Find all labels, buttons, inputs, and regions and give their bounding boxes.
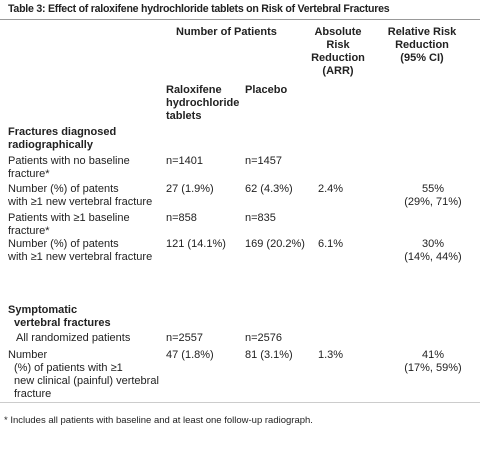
cell: 30% (14%, 44%) — [393, 238, 473, 264]
raloxifene-header: Raloxifene hydrochloride tablets — [166, 84, 239, 123]
cell: 41% (17%, 59%) — [393, 349, 473, 375]
section-title: Symptomatic vertebral fractures — [8, 304, 111, 330]
label-line: Number (%) of patents — [8, 183, 119, 195]
row-label: Number (%) of patents with ≥1 new verteb… — [8, 238, 152, 264]
label-line: Number — [8, 349, 48, 361]
cell: 6.1% — [318, 238, 344, 250]
cell-line: 30% — [421, 238, 445, 250]
row-label: Patients with ≥1 baseline fracture* — [8, 212, 130, 238]
rrr-header: Relative Risk Reduction (95% CI) — [380, 26, 464, 65]
placebo-header: Placebo — [245, 84, 288, 96]
header-line: Absolute — [314, 26, 362, 38]
section-line: vertebral fractures — [14, 317, 111, 329]
header-line: Relative Risk — [387, 26, 457, 38]
row-label: All randomized patients — [16, 332, 130, 345]
cell: 81 (3.1%) — [245, 349, 293, 361]
cell-line: (17%, 59%) — [404, 362, 462, 374]
cell: 2.4% — [318, 183, 344, 195]
cell: 121 (14.1%) — [166, 238, 226, 250]
row-label: Patients with no baseline fracture* — [8, 155, 130, 181]
section-line: radiographically — [8, 139, 93, 151]
cell: 55% (29%, 71%) — [393, 183, 473, 209]
rule — [0, 19, 480, 20]
section-line: Fractures diagnosed — [8, 126, 117, 138]
header-line: tablets — [166, 110, 202, 122]
label-line: fracture* — [8, 225, 50, 237]
cell: 1.3% — [318, 349, 344, 361]
label-line: new clinical (painful) vertebral — [14, 375, 159, 387]
cell: n=2576 — [245, 332, 283, 344]
cell: 169 (20.2%) — [245, 238, 305, 250]
header-line: Reduction — [395, 39, 449, 51]
row-label: Number (%) of patents with ≥1 new verteb… — [8, 183, 152, 209]
cell: 62 (4.3%) — [245, 183, 293, 195]
cell: n=858 — [166, 212, 197, 224]
label-line: Number (%) of patents — [8, 238, 119, 250]
label-line: fracture* — [8, 168, 50, 180]
label-line: (%) of patients with ≥1 — [14, 362, 123, 374]
cell-line: 55% — [421, 183, 445, 195]
cell: n=1457 — [245, 155, 283, 167]
header-line: Reduction — [311, 52, 365, 64]
cell-line: (29%, 71%) — [404, 196, 462, 208]
section-line: Symptomatic — [8, 304, 78, 316]
label-line: with ≥1 new vertebral fracture — [8, 196, 153, 208]
rule — [0, 402, 480, 403]
header-line: Raloxifene — [166, 84, 222, 96]
section-title: Fractures diagnosed radiographically — [8, 126, 116, 152]
cell: n=1401 — [166, 155, 204, 167]
row-label: Number (%) of patients with ≥1 new clini… — [8, 349, 159, 401]
cell-line: (14%, 44%) — [404, 251, 462, 263]
label-line: Patients with ≥1 baseline — [8, 212, 130, 224]
group-header: Number of Patients — [176, 26, 277, 38]
cell-line: 41% — [421, 349, 445, 361]
header-line: (95% CI) — [400, 52, 444, 64]
header-line: (ARR) — [322, 65, 354, 77]
cell: n=835 — [245, 212, 276, 224]
label-line: with ≥1 new vertebral fracture — [8, 251, 153, 263]
cell: n=2557 — [166, 332, 204, 344]
cell: 47 (1.8%) — [166, 349, 214, 361]
header-line: Risk — [326, 39, 350, 51]
table-title: Table 3: Effect of raloxifene hydrochlor… — [8, 3, 390, 15]
label-line: All randomized patients — [16, 332, 131, 344]
label-line: Patients with no baseline — [8, 155, 130, 167]
cell: 27 (1.9%) — [166, 183, 214, 195]
label-line: fracture — [14, 388, 52, 400]
arr-header: Absolute Risk Reduction (ARR) — [300, 26, 376, 78]
footnote: * Includes all patients with baseline an… — [4, 415, 313, 426]
header-line: hydrochloride — [166, 97, 240, 109]
